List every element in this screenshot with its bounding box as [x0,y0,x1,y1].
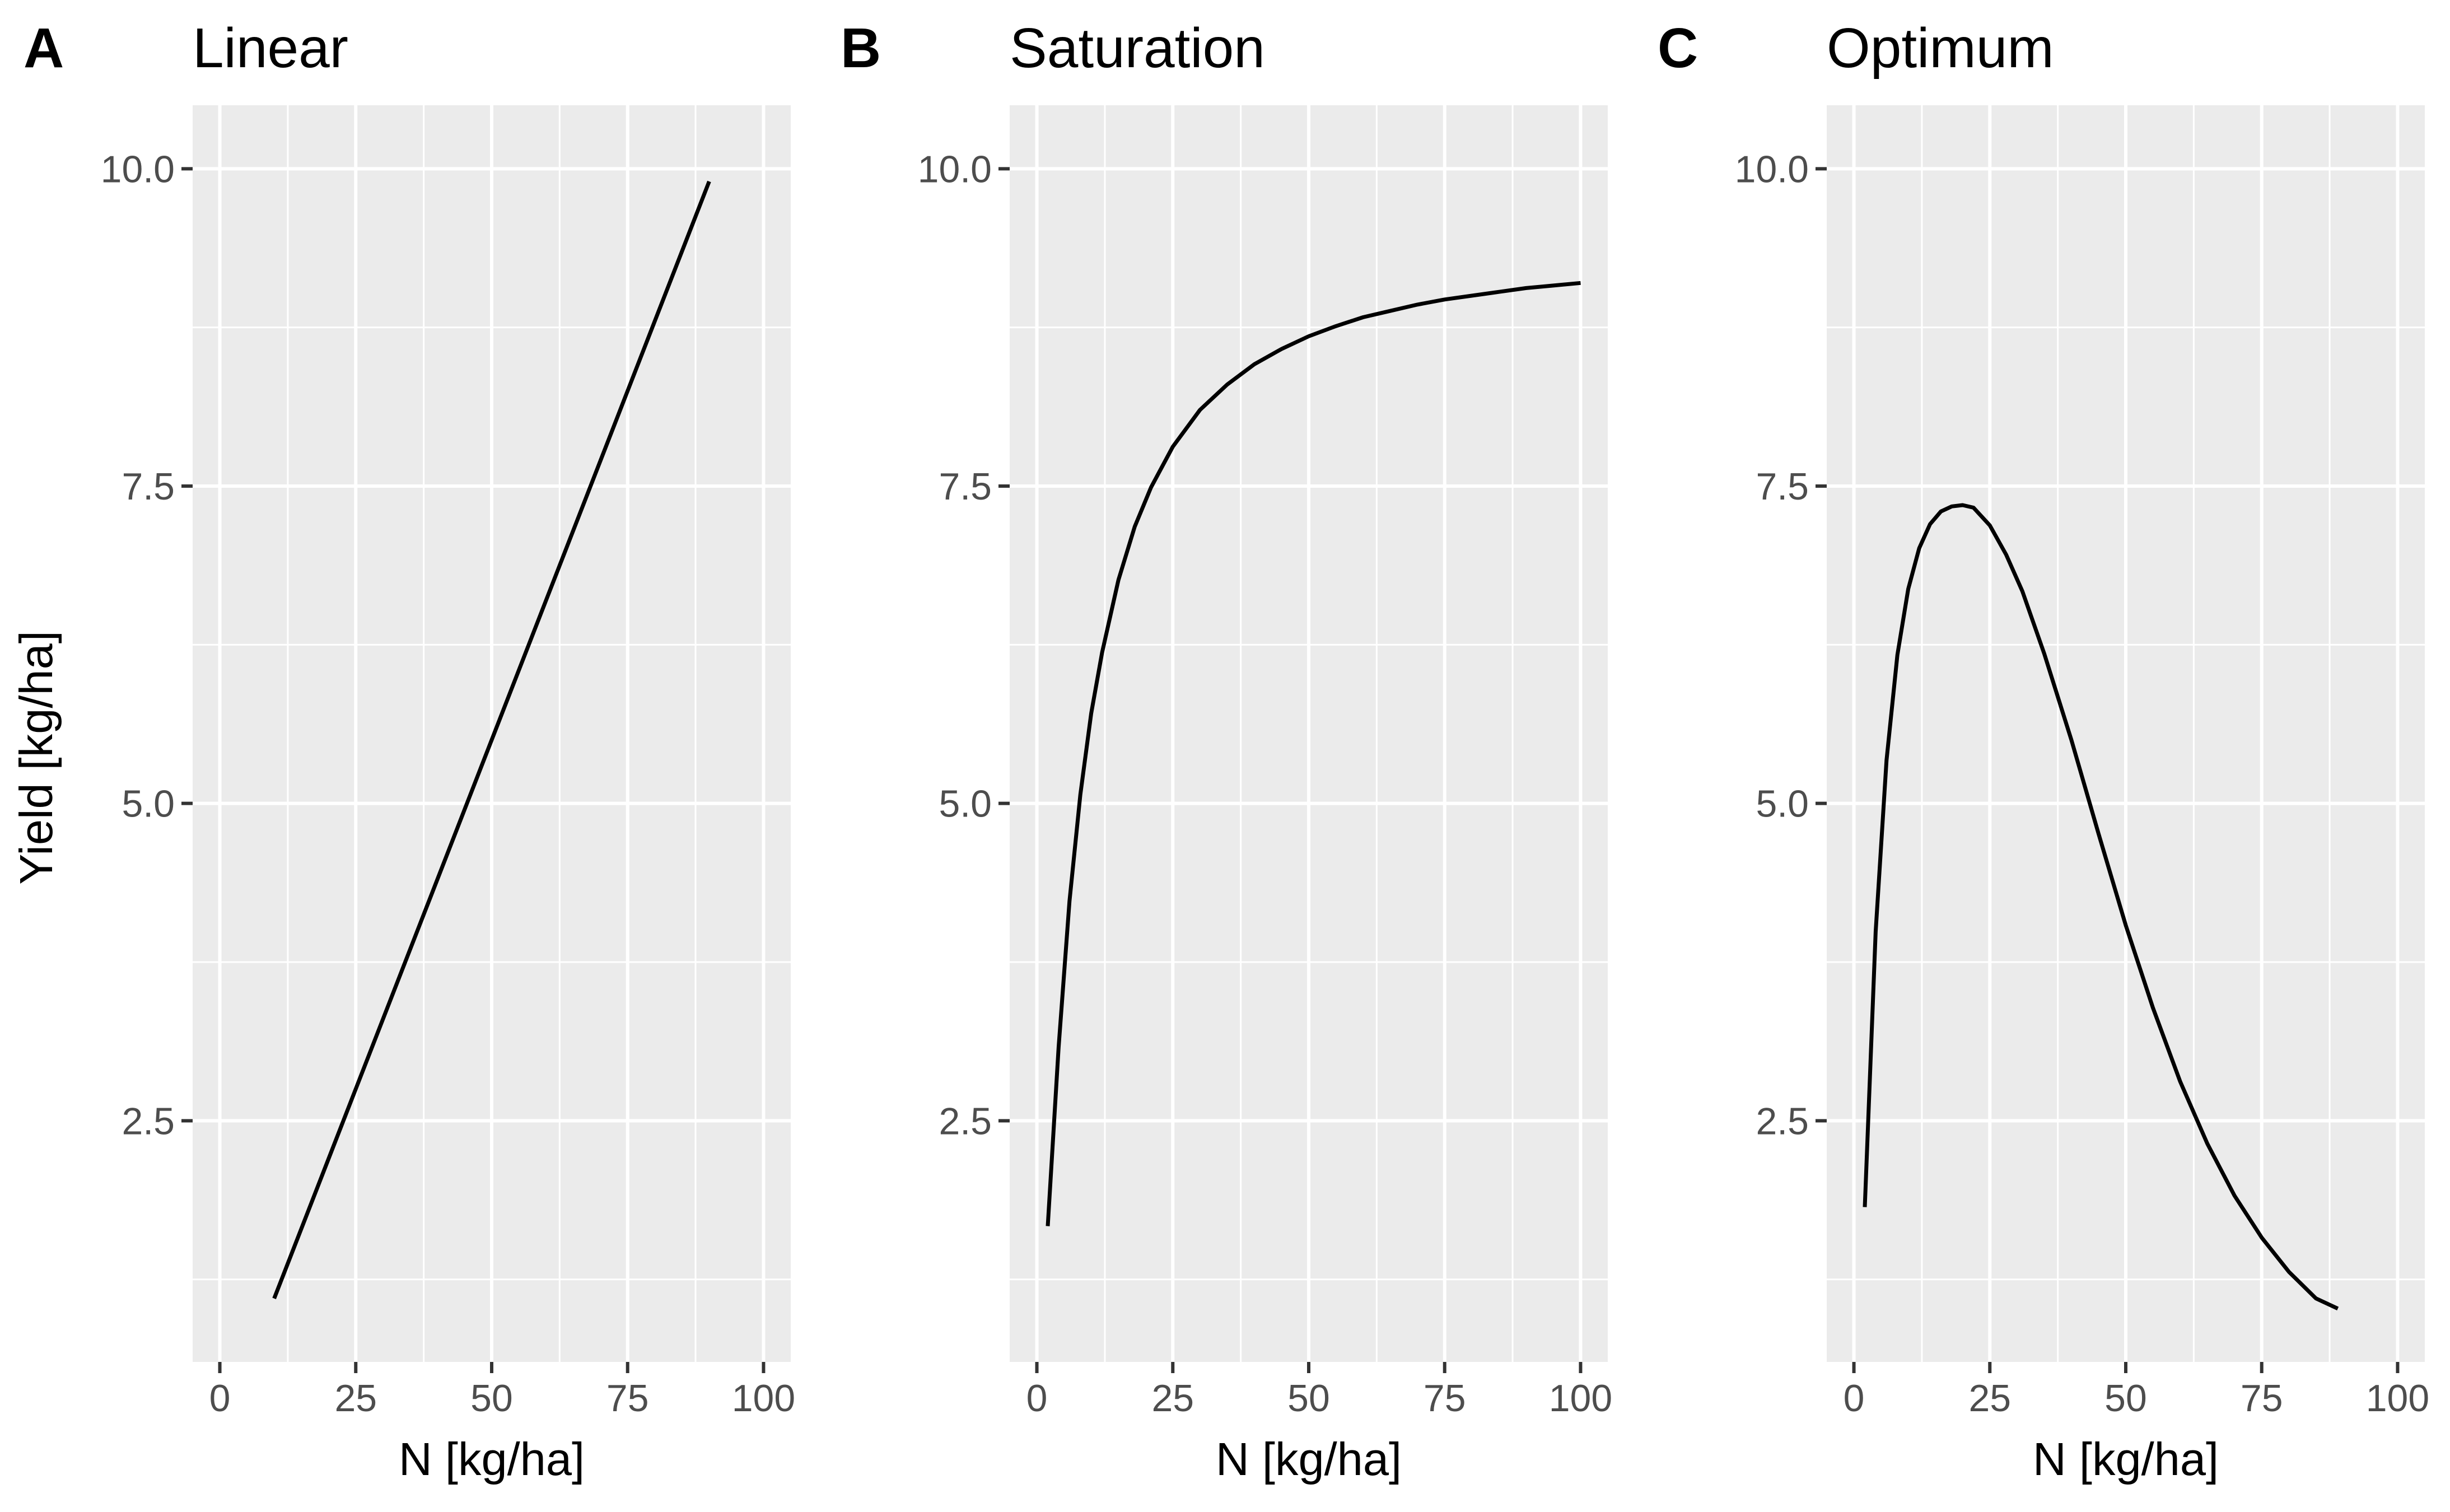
series-line [1863,503,2339,1310]
panel-title: Optimum [1827,17,2054,80]
series-line [272,180,711,1299]
y-tick-label: 7.5 [122,465,175,508]
x-tick-label: 25 [334,1377,377,1420]
x-axis-title: N [kg/ha] [1216,1433,1402,1485]
x-tick-label: 75 [2241,1377,2283,1420]
panel-tag: A [24,17,64,80]
x-tick-label: 100 [1549,1377,1612,1420]
y-tick-label: 2.5 [122,1100,175,1142]
y-tick-label: 10.0 [918,148,992,190]
y-tick-label: 7.5 [939,465,992,508]
y-tick-label: 5.0 [122,783,175,825]
x-tick-label: 75 [606,1377,649,1420]
panel-tag: B [841,17,881,80]
x-axis-title: N [kg/ha] [399,1433,585,1485]
panel-b: 0 25 50 75 100 2.5 5.0 7.5 10.0 B Saturation N [kg/… [841,17,1612,1485]
y-tick-label: 5.0 [1756,783,1809,825]
panel-title: Linear [193,17,348,80]
x-tick-label: 0 [1844,1377,1865,1420]
y-tick-label: 5.0 [939,783,992,825]
x-tick-label: 0 [209,1377,231,1420]
panel-a: 0 25 50 75 100 2.5 5.0 7.5 10.0 A Linear N [kg/ha] [24,17,795,1485]
x-tick-label: 50 [470,1377,513,1420]
y-tick-label: 7.5 [1756,465,1809,508]
x-axis-title: N [kg/ha] [2033,1433,2219,1485]
panel-c: 0 25 50 75 100 2.5 5.0 7.5 10.0 C Optimum N [kg/ha] [1658,17,2429,1485]
series-line [1046,281,1581,1226]
x-tick-label: 100 [732,1377,795,1420]
y-tick-label: 10.0 [1735,148,1809,190]
x-tick-label: 50 [1287,1377,1330,1420]
y-axis-title: Yield [kg/ha] [10,631,62,885]
x-tick-label: 25 [1968,1377,2011,1420]
panel-tag: C [1658,17,1698,80]
x-tick-label: 0 [1026,1377,1048,1420]
y-tick-label: 10.0 [101,148,175,190]
y-tick-label: 2.5 [939,1100,992,1142]
y-tick-label: 2.5 [1756,1100,1809,1142]
x-tick-label: 75 [1424,1377,1466,1420]
x-tick-label: 50 [2104,1377,2147,1420]
panel-title: Saturation [1010,17,1265,80]
x-tick-label: 25 [1151,1377,1194,1420]
x-tick-label: 100 [2366,1377,2429,1420]
